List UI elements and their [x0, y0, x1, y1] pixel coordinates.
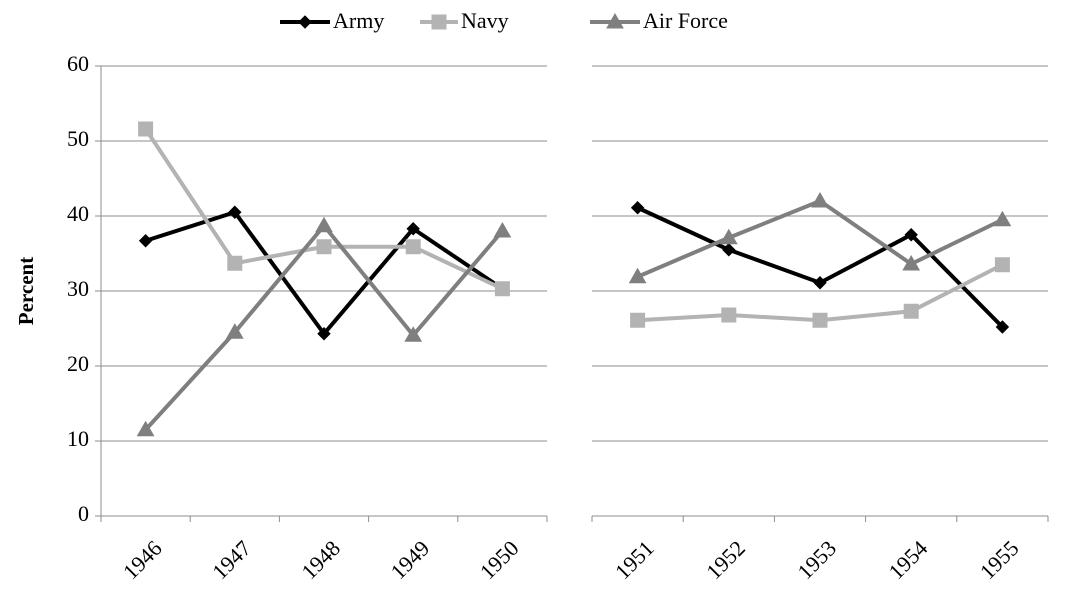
marker [902, 254, 921, 271]
series-line [636, 198, 1004, 279]
marker [630, 312, 646, 328]
marker [903, 303, 919, 319]
x-tick-label: 1955 [975, 535, 1024, 584]
marker [993, 210, 1012, 227]
marker [812, 312, 828, 328]
y-tick-label: 0 [78, 501, 89, 526]
marker [722, 243, 736, 257]
marker [406, 222, 420, 236]
marker [317, 327, 331, 341]
x-tick-label: 1950 [475, 535, 524, 584]
marker [904, 228, 918, 242]
marker [494, 281, 510, 297]
y-tick-label: 20 [67, 351, 89, 376]
marker [138, 234, 153, 248]
y-tick-label: 60 [67, 51, 89, 76]
x-tick-label: 1951 [610, 535, 659, 584]
marker [228, 205, 242, 219]
y-tick-label: 50 [67, 126, 89, 151]
marker [719, 228, 738, 245]
x-tick-label: 1954 [884, 535, 933, 584]
series-line [143, 127, 504, 291]
x-tick-label: 1952 [701, 535, 750, 584]
marker [995, 320, 1010, 334]
x-tick-label: 1947 [207, 535, 256, 584]
marker [813, 276, 827, 290]
y-tick-label: 10 [67, 426, 89, 451]
marker [405, 239, 421, 255]
marker [630, 201, 645, 215]
marker [225, 323, 244, 339]
x-tick-label: 1949 [386, 535, 435, 584]
marker [721, 307, 737, 323]
marker [404, 326, 423, 342]
x-tick-label: 1946 [118, 535, 167, 584]
marker [227, 255, 243, 271]
marker [606, 12, 624, 29]
marker [316, 239, 332, 255]
marker [811, 191, 829, 208]
marker [994, 257, 1010, 273]
x-tick-label: 1953 [792, 535, 841, 584]
y-tick-label: 30 [67, 276, 89, 301]
marker [493, 221, 512, 238]
marker [136, 420, 155, 437]
x-tick-label: 1948 [296, 535, 345, 584]
legend-label: Navy [461, 8, 509, 33]
marker [315, 216, 333, 233]
y-tick-label: 40 [67, 201, 89, 226]
y-axis-label: Percent [14, 257, 38, 325]
marker [138, 121, 154, 137]
legend-label: Army [333, 8, 384, 33]
marker [431, 14, 447, 30]
marker [298, 15, 312, 29]
legend-label: Air Force [643, 8, 728, 33]
series-line [636, 205, 1004, 329]
marker [628, 267, 647, 284]
